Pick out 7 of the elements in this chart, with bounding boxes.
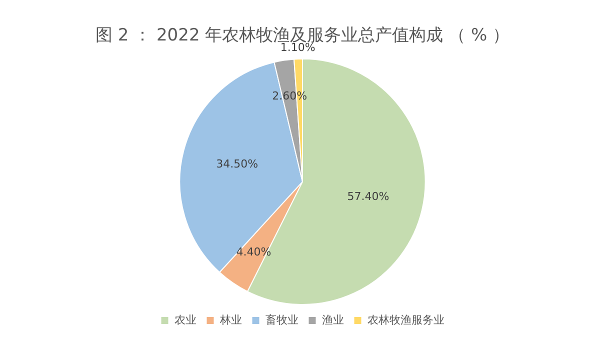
legend-label: 农业 xyxy=(174,313,196,326)
data-label: 57.40% xyxy=(347,190,390,204)
legend-label: 农林牧渔服务业 xyxy=(367,313,444,326)
legend-label: 渔业 xyxy=(322,313,344,326)
data-label: 34.50% xyxy=(216,158,258,171)
legend-label: 畜牧业 xyxy=(265,313,298,326)
legend-label: 林业 xyxy=(218,313,242,326)
